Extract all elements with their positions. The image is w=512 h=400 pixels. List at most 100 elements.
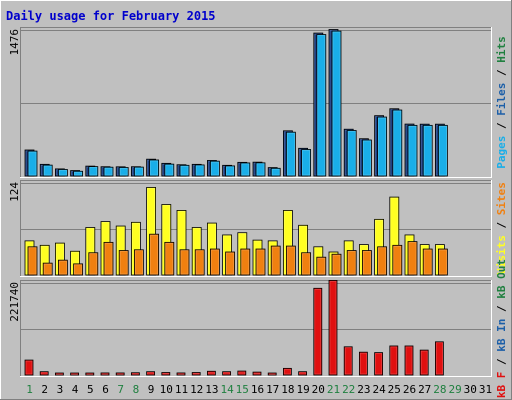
bar-highlight [317, 257, 326, 275]
bar-highlight [104, 167, 113, 176]
bar-highlight [226, 166, 234, 176]
bar-kb-f-day-9 [146, 371, 156, 376]
bar-body [328, 280, 338, 376]
bar-body [164, 241, 175, 276]
bar-kb-f-day-7 [115, 372, 125, 376]
panel-legend: kB F / kB In / kB Out [495, 259, 508, 398]
bar-body [70, 372, 79, 376]
bar-body [100, 372, 110, 376]
bar-highlight [28, 247, 37, 275]
bar-files-day-9 [149, 159, 160, 177]
day-label-27: 27 [418, 383, 431, 396]
bar-sites-day-21 [331, 253, 342, 276]
bar-highlight [375, 353, 382, 375]
bar-sites-day-18 [285, 245, 296, 276]
panel-legend: Visits / Sites [495, 182, 508, 275]
day-label-9: 9 [148, 383, 155, 396]
bar-highlight [271, 168, 280, 176]
day-label-8: 8 [133, 383, 140, 396]
bar-body [255, 248, 266, 276]
legend-entry: Visits [495, 235, 508, 275]
day-label-25: 25 [388, 383, 401, 396]
bar-highlight [360, 352, 367, 375]
bar-kb-f-day-18 [282, 367, 292, 376]
day-label-6: 6 [102, 383, 109, 396]
bar-files-day-15 [240, 162, 251, 177]
bar-body [209, 248, 220, 276]
bar-sites-day-13 [209, 248, 220, 276]
bar-body [389, 345, 399, 376]
legend-entry: / [495, 116, 508, 136]
day-label-5: 5 [87, 383, 94, 396]
bar-sites-day-20 [316, 256, 327, 276]
axis-max-label: 1476 [8, 29, 21, 56]
bar-highlight [132, 373, 139, 375]
bar-highlight [393, 246, 402, 275]
bar-highlight [86, 373, 94, 375]
bar-body [270, 167, 281, 177]
day-label-31: 31 [479, 383, 492, 396]
bar-body [437, 248, 448, 276]
bar-sites-day-17 [270, 245, 281, 276]
bar-body [240, 162, 251, 177]
legend-entry: Files [495, 83, 508, 116]
bar-highlight [43, 263, 52, 275]
bar-kb-f-day-12 [191, 372, 201, 376]
bar-highlight [59, 170, 67, 176]
bar-highlight [74, 171, 82, 176]
axis-max-label: 221740 [8, 282, 21, 322]
bar-body [331, 30, 342, 177]
bar-highlight [150, 234, 158, 275]
bar-highlight [332, 31, 341, 176]
bar-body [118, 250, 129, 276]
day-label-17: 17 [266, 383, 279, 396]
bar-body [58, 169, 68, 177]
bar-body [240, 248, 251, 276]
bar-highlight [347, 251, 356, 275]
bar-kb-f-day-14 [222, 371, 232, 376]
bar-body [346, 250, 357, 276]
bar-kb-f-day-23 [358, 351, 368, 376]
bar-highlight [347, 131, 356, 176]
bar-highlight [287, 132, 295, 176]
bar-highlight [299, 372, 306, 375]
bar-body [377, 116, 388, 177]
bar-body [103, 166, 114, 177]
bar-highlight [135, 167, 143, 176]
bar-files-day-26 [407, 124, 418, 177]
day-label-3: 3 [57, 383, 64, 396]
bar-kb-f-day-26 [404, 345, 414, 376]
day-label-11: 11 [175, 383, 188, 396]
bar-highlight [256, 249, 265, 275]
bar-files-day-28 [437, 124, 448, 177]
bar-highlight [439, 126, 447, 176]
bar-body [130, 372, 140, 376]
bar-body [407, 241, 418, 276]
bar-highlight [208, 371, 215, 375]
bar-files-day-12 [194, 164, 205, 177]
bar-highlight [211, 249, 219, 275]
bar-kb-f-day-4 [70, 372, 79, 376]
bar-body [313, 287, 323, 376]
bar-body [298, 371, 308, 376]
bar-body [343, 346, 353, 376]
bar-highlight [223, 372, 230, 375]
bar-sites-day-1 [27, 246, 38, 276]
bar-highlight [195, 165, 204, 176]
bar-files-day-25 [392, 109, 403, 177]
panel-kbytes: 221740 kB F / kB In / kB Out [8, 259, 508, 398]
bar-files-day-23 [361, 139, 372, 177]
bar-body [331, 253, 342, 276]
bar-sites-day-6 [103, 241, 114, 276]
day-label-15: 15 [236, 383, 249, 396]
bar-highlight [116, 373, 124, 375]
legend-entry: / [495, 299, 508, 319]
bar-highlight [408, 126, 417, 176]
bar-highlight [390, 346, 398, 375]
bar-highlight [180, 250, 189, 275]
bar-highlight [104, 243, 113, 275]
bar-body [115, 372, 125, 376]
bar-highlight [150, 160, 158, 176]
bar-kb-f-day-21 [328, 280, 338, 376]
